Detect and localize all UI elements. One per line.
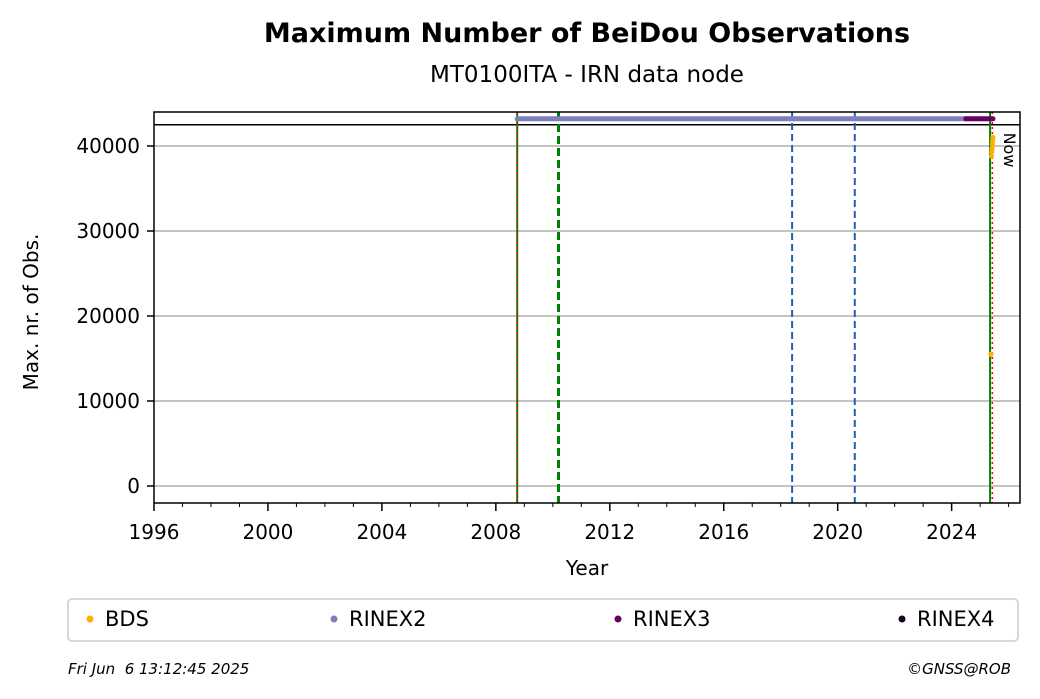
series-bds-point <box>988 153 995 159</box>
x-tick-label: 2004 <box>356 520 407 544</box>
x-axis-ticks: 1996 2000 2004 2008 2012 2016 2020 2024 <box>129 503 1010 544</box>
footer-copyright: ©GNSS@ROB <box>907 660 1011 678</box>
legend-marker-rinex4 <box>898 615 906 623</box>
grid <box>154 145 1020 487</box>
legend-box <box>67 598 1019 642</box>
plot-frame <box>153 111 1021 504</box>
legend: BDS RINEX2 RINEX3 RINEX4 <box>86 607 995 631</box>
x-tick-label: 2012 <box>584 520 635 544</box>
y-tick-label: 30000 <box>76 219 140 243</box>
x-axis-label: Year <box>565 556 609 580</box>
vertical-markers <box>516 112 994 503</box>
y-axis-ticks: 0 10000 20000 30000 40000 <box>76 134 154 498</box>
x-tick-label: 2000 <box>242 520 293 544</box>
y-tick-label: 20000 <box>76 304 140 328</box>
legend-label-rinex3: RINEX3 <box>633 607 711 631</box>
x-tick-label: 2008 <box>470 520 521 544</box>
legend-marker-rinex2 <box>330 615 338 623</box>
legend-label-rinex4: RINEX4 <box>917 607 995 631</box>
footer-timestamp: Fri Jun 6 13:12:45 2025 <box>68 660 249 678</box>
series-bds-point <box>989 145 995 152</box>
legend-label-rinex2: RINEX2 <box>349 607 427 631</box>
x-tick-label: 2020 <box>812 520 863 544</box>
now-label: Now <box>1000 133 1019 168</box>
x-tick-label: 2024 <box>926 520 977 544</box>
chart-subtitle: MT0100ITA - IRN data node <box>430 62 744 88</box>
legend-label-bds: BDS <box>105 607 149 631</box>
y-tick-label: 10000 <box>76 389 140 413</box>
x-tick-label: 1996 <box>129 520 180 544</box>
x-tick-label: 2016 <box>698 520 749 544</box>
chart-title: Maximum Number of BeiDou Observations <box>264 18 910 49</box>
data-series <box>514 116 996 357</box>
legend-marker-bds <box>86 615 94 623</box>
y-axis-label: Max. nr. of Obs. <box>19 234 43 391</box>
series-bds-point <box>990 134 996 141</box>
y-tick-label: 40000 <box>76 134 140 158</box>
series-bds-point <box>988 351 994 357</box>
legend-marker-rinex3 <box>614 615 622 623</box>
y-tick-label: 0 <box>127 474 140 498</box>
